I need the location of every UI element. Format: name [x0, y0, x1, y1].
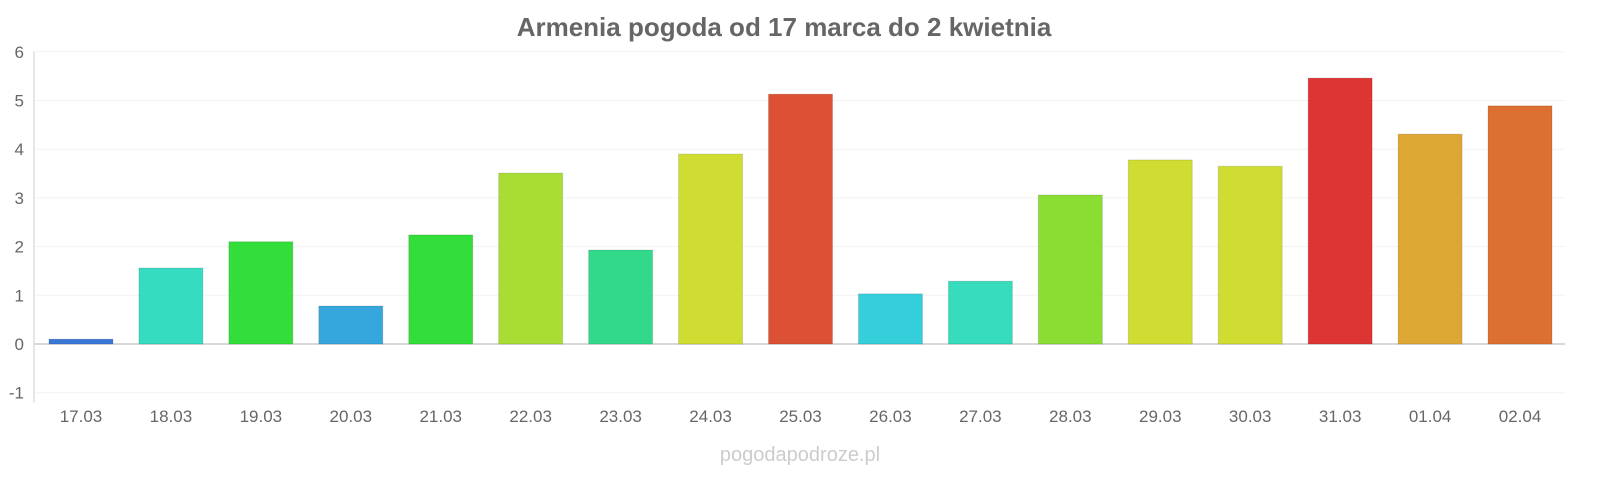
bar-21.03[interactable] — [408, 234, 474, 345]
x-tick-label: 18.03 — [150, 407, 193, 426]
bar-29.03[interactable] — [1127, 159, 1193, 345]
x-tick-label: 01.04 — [1409, 407, 1452, 426]
chart-title: Armenia pogoda od 17 marca do 2 kwietnia — [517, 12, 1052, 42]
y-tick-label: 4 — [15, 140, 24, 159]
x-tick-label: 29.03 — [1139, 407, 1182, 426]
bar-30.03[interactable] — [1217, 165, 1283, 345]
watermark: pogodapodroze.pl — [720, 444, 880, 466]
bar-26.03[interactable] — [857, 293, 923, 345]
x-tick-label: 17.03 — [60, 407, 103, 426]
y-tick-label: 6 — [15, 43, 24, 62]
bar-22.03[interactable] — [498, 172, 564, 345]
x-tick-label: 19.03 — [240, 407, 283, 426]
bar-31.03[interactable] — [1307, 77, 1373, 345]
bar-01.04[interactable] — [1397, 133, 1463, 345]
bar-17.03[interactable] — [48, 338, 114, 345]
x-tick-label: 02.04 — [1499, 407, 1542, 426]
x-tick-label: 28.03 — [1049, 407, 1092, 426]
y-tick-label: 3 — [15, 189, 24, 208]
x-tick-label: 25.03 — [779, 407, 822, 426]
x-tick-label: 26.03 — [869, 407, 912, 426]
bar-28.03[interactable] — [1037, 194, 1103, 345]
bar-24.03[interactable] — [678, 153, 744, 345]
bar-02.04[interactable] — [1487, 105, 1553, 345]
y-tick-label: 0 — [15, 335, 24, 354]
y-tick-label: 5 — [15, 92, 24, 111]
x-tick-label: 20.03 — [330, 407, 373, 426]
bar-20.03[interactable] — [318, 305, 384, 345]
x-tick-label: 30.03 — [1229, 407, 1272, 426]
bar-23.03[interactable] — [588, 249, 654, 345]
x-tick-label: 23.03 — [599, 407, 642, 426]
x-tick-label: 27.03 — [959, 407, 1002, 426]
x-tick-label: 24.03 — [689, 407, 732, 426]
y-tick-label: 1 — [15, 286, 24, 305]
x-tick-label: 21.03 — [419, 407, 462, 426]
y-tick-label: -1 — [9, 384, 24, 403]
bar-25.03[interactable] — [768, 93, 833, 345]
bar-19.03[interactable] — [228, 241, 294, 345]
x-tick-label: 31.03 — [1319, 407, 1362, 426]
x-tick-label: 22.03 — [509, 407, 552, 426]
bar-27.03[interactable] — [947, 280, 1013, 345]
y-tick-label: 2 — [15, 238, 24, 257]
bar-18.03[interactable] — [138, 267, 204, 345]
